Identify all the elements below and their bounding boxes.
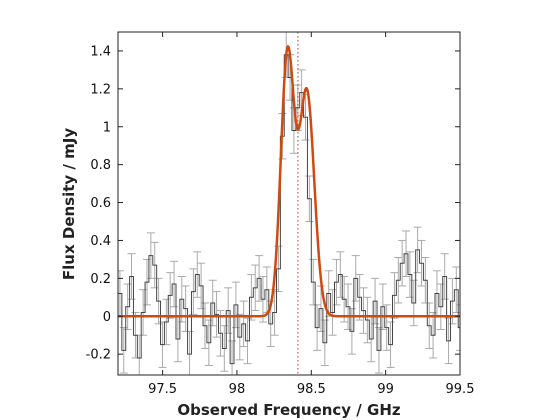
y-tick-label: 1.2: [90, 82, 111, 97]
x-tick-label: 99.5: [446, 382, 475, 397]
x-tick-label: 98.5: [297, 382, 326, 397]
y-tick-label: 0: [103, 310, 111, 325]
y-tick-label: 0.8: [90, 158, 111, 173]
fit-line-group: [118, 44, 460, 318]
x-axis-title: Observed Frequency / GHz: [177, 401, 400, 419]
x-tick-label: 99: [377, 382, 394, 397]
x-ticks: 97.5 98 98.5 99 99.5: [148, 32, 474, 397]
y-axis-title: Flux Density / mJy: [60, 128, 78, 280]
data-step-group: [118, 54, 460, 365]
y-tick-label: 0.4: [90, 234, 111, 249]
y-tick-label: 0.6: [90, 196, 111, 211]
fit-line: [118, 44, 460, 318]
data-step-line: [118, 54, 460, 365]
y-tick-label: 1.4: [90, 44, 111, 59]
x-tick-label: 98: [229, 382, 246, 397]
plot-frame: [117, 31, 461, 376]
y-tick-label: 0.2: [90, 272, 111, 287]
y-ticks: -0.2 0 0.2 0.4 0.6 0.8 1 1.2 1.4: [86, 44, 460, 363]
y-tick-label: -0.2: [86, 348, 111, 363]
y-tick-label: 1: [103, 120, 111, 135]
x-tick-label: 97.5: [148, 382, 177, 397]
